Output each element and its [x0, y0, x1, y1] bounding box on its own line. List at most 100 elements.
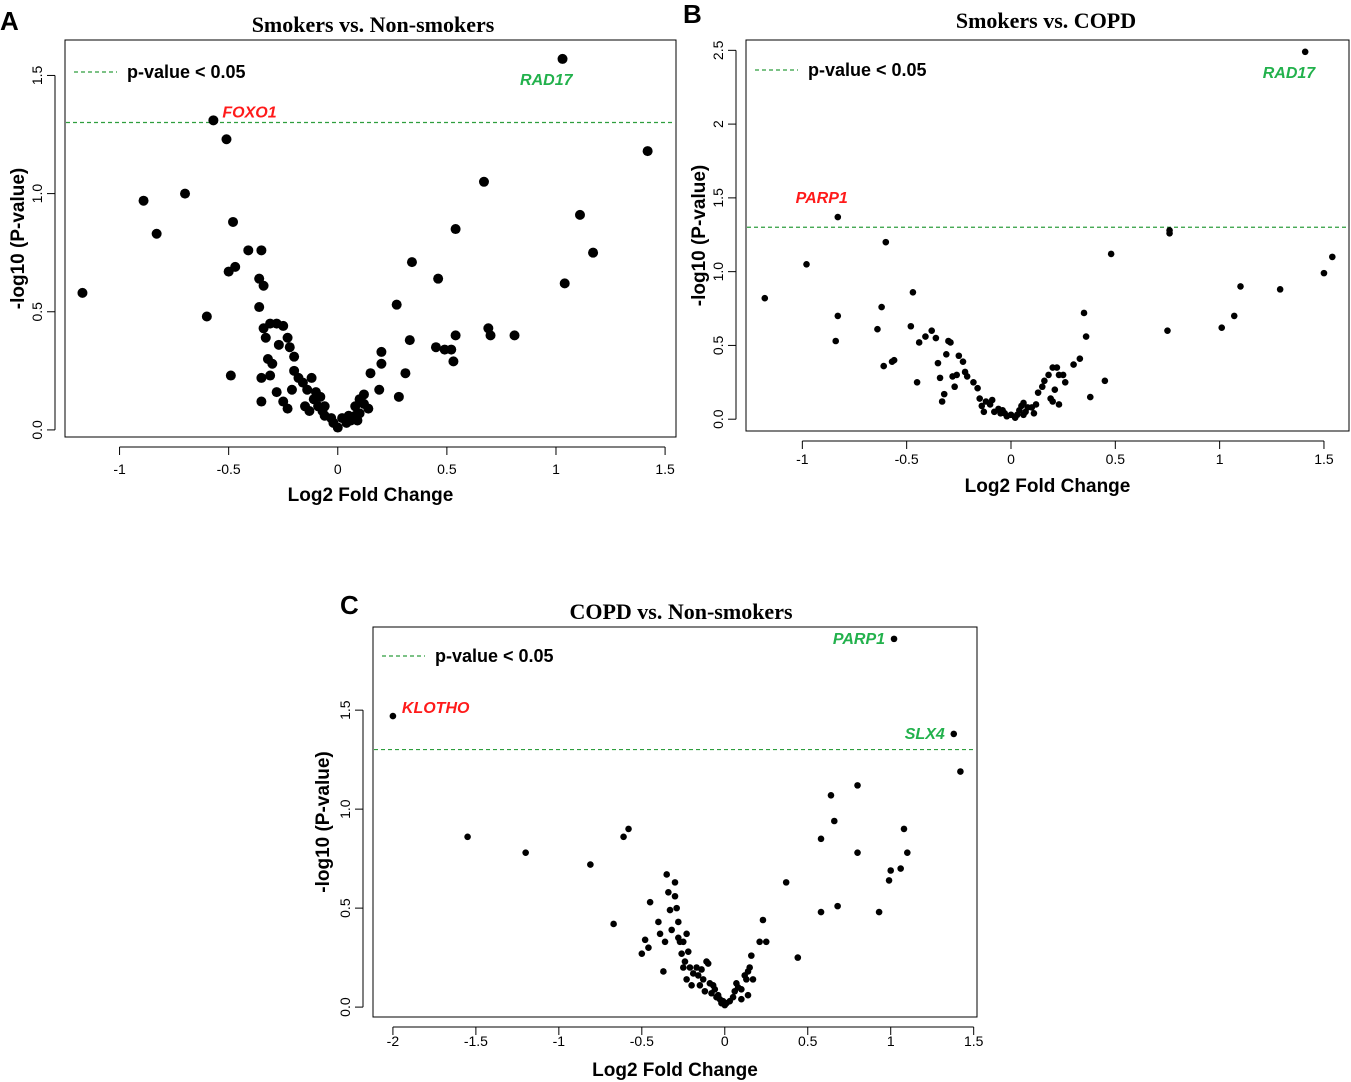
- x-tick-label: 0: [334, 461, 342, 477]
- data-point: [273, 339, 284, 350]
- x-tick-label: -1: [553, 1033, 566, 1049]
- data-point: [882, 238, 890, 246]
- data-point: [1055, 401, 1063, 408]
- gene-label-parp1: PARP1: [833, 631, 885, 648]
- data-point: [406, 257, 417, 268]
- y-axis: 0.0 0.5 1.0 1.5: [29, 66, 56, 440]
- data-point: [1301, 48, 1309, 56]
- data-point: [656, 930, 664, 938]
- x-tick-label: 0: [1007, 451, 1015, 467]
- data-point: [679, 938, 687, 946]
- data-point: [701, 987, 709, 995]
- data-point: [938, 398, 946, 405]
- panel-letter: C: [340, 590, 359, 620]
- data-points: [761, 48, 1336, 422]
- data-point: [936, 374, 944, 382]
- data-point: [221, 134, 232, 145]
- data-point: [400, 368, 411, 379]
- y-tick-label: 0.5: [337, 898, 353, 918]
- panel-C: C COPD vs. Non-smokers -2 -1.5 -1 -0.5 0 0.5 1 1.…: [313, 590, 984, 1081]
- y-tick-label: 0.0: [337, 997, 353, 1017]
- gene-label-slx4: SLX4: [905, 726, 945, 743]
- data-point: [704, 960, 712, 967]
- legend: p-value < 0.05: [755, 60, 927, 80]
- data-point: [557, 53, 568, 64]
- data-point: [782, 879, 790, 886]
- plot-frame: [372, 626, 978, 1018]
- data-point: [688, 982, 695, 989]
- data-point: [478, 176, 489, 187]
- data-point: [738, 995, 745, 1003]
- data-point: [1051, 386, 1059, 393]
- data-point: [696, 982, 704, 989]
- data-point: [940, 390, 948, 398]
- data-point: [976, 395, 983, 402]
- data-point: [1086, 393, 1094, 401]
- data-point: [450, 330, 461, 341]
- x-tick-label: -0.5: [217, 461, 241, 477]
- x-tick-label: 1.5: [1314, 451, 1334, 467]
- data-point: [350, 401, 361, 412]
- chart-title: Smokers vs. COPD: [956, 8, 1136, 33]
- data-point: [610, 920, 617, 928]
- data-point: [875, 908, 883, 916]
- data-point: [1032, 401, 1040, 408]
- data-point: [642, 146, 653, 157]
- x-tick-label: -0.5: [630, 1033, 654, 1049]
- data-point: [913, 379, 921, 386]
- data-point: [448, 356, 459, 367]
- data-point: [620, 833, 627, 841]
- data-point: [1038, 383, 1046, 391]
- data-point: [151, 228, 162, 239]
- data-point: [686, 964, 694, 971]
- y-axis: 0.0 0.5 1.0 1.5: [337, 700, 364, 1017]
- data-point: [934, 359, 942, 367]
- data-point: [641, 936, 649, 944]
- x-axis: -1 -0.5 0 0.5 1 1.5: [796, 440, 1334, 467]
- data-point: [678, 950, 685, 957]
- data-point: [574, 209, 585, 220]
- data-point: [1320, 269, 1328, 277]
- data-point: [978, 402, 986, 410]
- data-point: [267, 358, 278, 369]
- data-point: [668, 926, 675, 934]
- data-point: [404, 335, 415, 346]
- data-point: [854, 849, 861, 856]
- data-point: [265, 370, 276, 381]
- data-point: [834, 312, 842, 320]
- data-point: [625, 825, 632, 833]
- data-point: [1020, 399, 1027, 407]
- x-tick-label: 0: [721, 1033, 729, 1049]
- data-point: [970, 379, 977, 386]
- data-point: [201, 311, 212, 322]
- y-axis-label: -log10 (P-value): [8, 168, 29, 309]
- data-point: [376, 346, 387, 357]
- x-tick-label: 0.5: [1106, 451, 1126, 467]
- data-point: [953, 371, 961, 379]
- y-tick-label: 2.5: [710, 40, 726, 60]
- data-point: [1061, 379, 1069, 386]
- data-point: [999, 407, 1006, 414]
- x-tick-label: 0.5: [437, 461, 457, 477]
- data-point: [900, 825, 908, 833]
- data-point: [1070, 361, 1077, 368]
- data-point: [646, 898, 654, 906]
- data-point: [951, 383, 958, 391]
- data-point: [559, 278, 570, 289]
- y-tick-label: 1.5: [337, 700, 353, 720]
- data-point: [679, 964, 687, 971]
- data-point: [1059, 371, 1067, 379]
- gene-label-klotho: KLOTHO: [402, 700, 470, 717]
- data-point: [980, 408, 988, 416]
- data-point: [256, 372, 267, 383]
- data-point: [655, 918, 662, 926]
- data-point: [1053, 364, 1061, 371]
- panel-B: B Smokers vs. COPD -1 -0.5 0 0.5 1 1.5 Log2 Fold…: [683, 0, 1350, 497]
- data-point: [834, 902, 841, 910]
- data-point: [887, 867, 895, 874]
- data-point: [666, 906, 674, 914]
- y-tick-label: 2: [710, 120, 726, 128]
- legend-label: p-value < 0.05: [127, 62, 246, 82]
- data-point: [77, 287, 88, 298]
- data-point: [890, 635, 898, 643]
